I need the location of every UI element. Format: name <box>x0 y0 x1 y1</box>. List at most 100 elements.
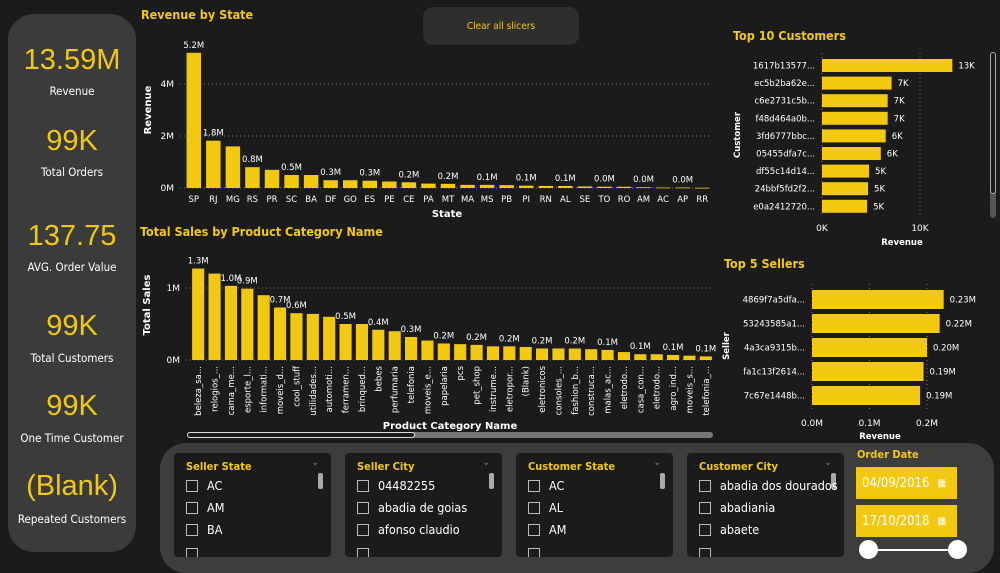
bar <box>812 314 940 333</box>
checkbox[interactable] <box>357 523 369 536</box>
bar <box>290 313 303 360</box>
calendar-icon[interactable]: ▦ <box>937 477 946 489</box>
checkbox[interactable] <box>699 523 711 536</box>
date-range-slider-track[interactable] <box>868 549 958 551</box>
x-tick-label: DF <box>325 195 337 205</box>
bar <box>225 146 241 188</box>
slicer-scrollbar[interactable] <box>831 473 836 489</box>
slicer-title: Seller City <box>357 460 415 473</box>
date-slider-start-handle[interactable] <box>859 540 878 559</box>
slicer-option[interactable]: AM <box>528 522 566 537</box>
slicer-scrollbar[interactable] <box>318 473 323 489</box>
customers-scrollbar[interactable] <box>990 52 996 218</box>
x-tick-label: pet_shop <box>473 366 483 405</box>
option-label: AM <box>207 500 225 515</box>
bar <box>323 316 336 360</box>
data-label: 0.3M <box>320 168 341 178</box>
bar <box>655 187 671 189</box>
calendar-icon[interactable]: ▦ <box>937 515 946 527</box>
top-customers-title: Top 10 Customers <box>733 28 846 43</box>
checkbox[interactable] <box>186 523 198 536</box>
slicer-option[interactable]: AM <box>186 500 224 515</box>
bar <box>617 352 630 360</box>
x-tick-label: ES <box>364 195 375 205</box>
x-tick-label: 0.2M <box>916 419 938 429</box>
checkbox[interactable] <box>528 548 540 557</box>
chevron-down-icon[interactable]: ⌄ <box>311 457 319 468</box>
checkbox[interactable] <box>528 501 540 514</box>
start-date-input[interactable]: 04/09/2016 ▦ <box>856 467 957 499</box>
charts-layer: 0M 2M 4M 5.2M SP 1.8M RJ MG 0.8M RS PR 0.5M SC BA 0.3M… <box>142 41 976 442</box>
x-tick-label: instrume... <box>489 366 499 412</box>
bar <box>208 273 221 360</box>
checkbox[interactable] <box>186 548 198 557</box>
data-label: 0.2M <box>398 170 419 180</box>
x-tick-label: pcs <box>456 365 466 380</box>
slicer-option[interactable] <box>699 548 720 557</box>
data-label: 0.20M <box>933 344 959 354</box>
slicer-option[interactable] <box>357 548 378 557</box>
checkbox[interactable] <box>528 479 540 492</box>
slicer-option[interactable] <box>528 548 549 557</box>
bar <box>241 288 254 360</box>
end-date-input[interactable]: 17/10/2018 ▦ <box>856 505 957 537</box>
date-slider-end-handle[interactable] <box>948 540 967 559</box>
checkbox[interactable] <box>699 501 711 514</box>
bar <box>812 386 921 405</box>
category-chart-scrollbar[interactable] <box>187 432 713 438</box>
data-label: 0.1M <box>516 174 537 184</box>
checkbox[interactable] <box>357 501 369 514</box>
x-tick-label: eletrodo... <box>620 366 630 409</box>
chevron-down-icon[interactable]: ⌄ <box>482 457 490 468</box>
bar <box>519 347 532 360</box>
kpi-repeated-label: Repeated Customers <box>17 512 127 526</box>
slicer-option[interactable]: abadia dos dourados <box>699 478 838 493</box>
slicer-option[interactable]: abadiania <box>699 500 775 515</box>
checkbox[interactable] <box>186 479 198 492</box>
x-tick-label: PI <box>522 195 530 205</box>
slicer-option[interactable]: AC <box>528 478 564 493</box>
y-tick-label: 24bbf5fd2f2... <box>755 185 815 195</box>
chevron-down-icon[interactable]: ⌄ <box>824 457 832 468</box>
scrollbar-thumb[interactable] <box>990 52 996 194</box>
x-tick-label: MT <box>442 195 455 205</box>
slicer-scrollbar[interactable] <box>660 473 665 489</box>
checkbox[interactable] <box>699 479 711 492</box>
checkbox[interactable] <box>357 548 369 557</box>
slicer-seller-state: Seller State ⌄ AC AM BA <box>174 453 331 557</box>
slicer-option[interactable]: AL <box>528 500 563 515</box>
slicer-option[interactable]: abadia de goias <box>357 500 467 515</box>
bar <box>257 295 270 360</box>
scrollbar-thumb[interactable] <box>187 432 415 438</box>
checkbox[interactable] <box>699 548 711 557</box>
data-label: 0.8M <box>242 155 263 165</box>
clear-slicers-button[interactable]: Clear all slicers <box>423 7 579 45</box>
bar <box>636 187 651 189</box>
bar <box>274 307 287 360</box>
x-tick-label: moveis_d... <box>276 366 286 414</box>
kpi-panel: 13.59M Revenue 99K Total Orders 137.75 A… <box>8 14 136 552</box>
bar <box>264 169 280 188</box>
data-label: 0.1M <box>555 174 576 184</box>
bar <box>421 340 434 360</box>
slicer-scrollbar[interactable] <box>489 473 494 489</box>
x-tick-label: SE <box>579 195 590 205</box>
slicer-option[interactable]: BA <box>186 522 222 537</box>
slicer-option[interactable]: AC <box>186 478 222 493</box>
chevron-down-icon[interactable]: ⌄ <box>653 457 661 468</box>
bar <box>577 186 593 188</box>
data-label: 1.8M <box>203 129 224 139</box>
kpi-aov-value: 137.75 <box>27 220 117 252</box>
slicer-option[interactable]: abaete <box>699 522 759 537</box>
slicer-option[interactable]: 04482255 <box>357 478 435 493</box>
checkbox[interactable] <box>186 501 198 514</box>
slicer-option[interactable]: afonso claudio <box>357 522 460 537</box>
bar <box>694 187 710 189</box>
checkbox[interactable] <box>528 523 540 536</box>
end-date-value: 17/10/2018 <box>862 513 930 529</box>
bar <box>536 348 549 360</box>
checkbox[interactable] <box>357 479 369 492</box>
kpi-customers-label: Total Customers <box>30 351 114 365</box>
slicer-option[interactable] <box>186 548 207 557</box>
kpi-orders-label: Total Orders <box>40 165 103 179</box>
